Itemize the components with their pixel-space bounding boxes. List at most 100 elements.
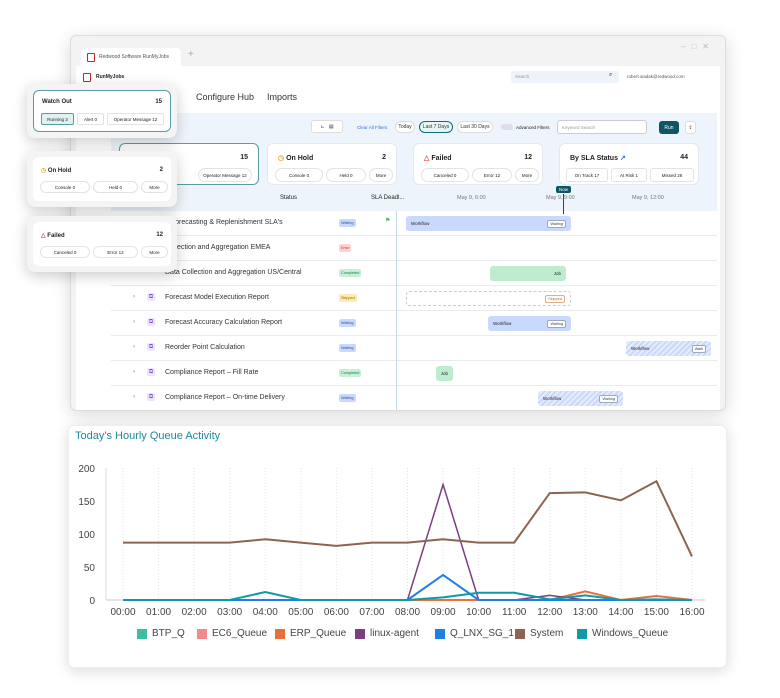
row-name[interactable]: Compliance Report – On-time Delivery — [165, 394, 285, 401]
timeline-bar[interactable]: Workflow Waiting — [538, 391, 623, 406]
error-chip[interactable]: Error 12 — [93, 246, 138, 258]
sla-flag-icon: ⚑ — [385, 218, 391, 224]
more-chip[interactable]: More — [141, 181, 168, 193]
legend-swatch — [577, 628, 587, 639]
app-name: RunMyJobs — [96, 74, 125, 80]
expand-chevron-icon[interactable]: › — [133, 319, 135, 325]
timeline-bar[interactable]: Workflow Waiti — [626, 341, 711, 356]
watch-out-float-card[interactable]: Watch Out 15 Running 3 Alert 0 Operator … — [27, 84, 177, 138]
tab-configure-hub[interactable]: Configure Hub — [196, 92, 255, 102]
on-hold-card[interactable]: ◷ On Hold 2 Console 0 Held 0 More — [267, 143, 397, 185]
redwood-logo-icon — [87, 52, 95, 62]
expand-chevron-icon[interactable]: › — [133, 294, 135, 300]
missed-chip[interactable]: Missed 26 — [650, 168, 694, 182]
advanced-filters-toggle[interactable] — [501, 124, 513, 130]
console-chip[interactable]: Console 0 — [40, 181, 90, 193]
canceled-chip[interactable]: Canceled 0 — [40, 246, 90, 258]
row-name[interactable]: Reorder Point Calculation — [165, 344, 245, 351]
failed-title: Failed — [431, 155, 452, 162]
operator-message-chip[interactable]: Operator Message 12 — [198, 168, 252, 182]
failed-float-card[interactable]: △ Failed 12 Canceled 0 Error 12 More — [27, 216, 177, 272]
pane-divider[interactable] — [396, 211, 397, 410]
view-toggle[interactable]: ⊾ ▤ — [311, 120, 343, 133]
run-button[interactable]: Run — [659, 121, 679, 134]
sla-status-card[interactable]: By SLA Status ↗ 44 On Track 17 At Risk 1… — [559, 143, 699, 185]
table-row[interactable]: › ⧉ Reorder Point Calculation Waiting Workfl… — [111, 336, 717, 361]
legend-label: BTP_Q — [152, 628, 185, 639]
x-tick-label: 02:00 — [182, 607, 207, 618]
timeline-bar[interactable]: Workflow Waiting — [406, 216, 571, 231]
timeline-bar[interactable]: Skipped — [406, 291, 571, 306]
tab-imports[interactable]: Imports — [267, 92, 298, 102]
x-tick-label: 01:00 — [146, 607, 171, 618]
table-row[interactable]: › ⧉ Compliance Report – Fill Rate Completed… — [111, 361, 717, 386]
timeline-bar[interactable]: Job — [490, 266, 566, 281]
new-tab-button[interactable]: + — [188, 49, 194, 60]
row-name[interactable]: Compliance Report – Fill Rate — [165, 369, 259, 376]
at-risk-chip[interactable]: At Risk 1 — [611, 168, 647, 182]
app-logo-icon — [83, 73, 91, 82]
legend-item[interactable]: BTP_Q — [137, 628, 185, 639]
canceled-chip[interactable]: Canceled 0 — [421, 168, 469, 182]
today-button[interactable]: Today — [395, 121, 415, 133]
held-chip[interactable]: Held 0 — [93, 181, 138, 193]
global-search-input[interactable]: Search — [511, 71, 619, 83]
table-row[interactable]: Collection and Aggregation EMEA Error — [111, 236, 717, 261]
row-name[interactable]: Collection and Aggregation EMEA — [165, 244, 271, 251]
series-line-System[interactable] — [123, 479, 693, 557]
row-name[interactable]: d Forecasting & Replenishment SLA's — [165, 219, 283, 226]
alert-chip[interactable]: Alert 0 — [77, 113, 104, 125]
last-30-days-button[interactable]: Last 30 Days — [457, 121, 493, 133]
legend-item[interactable]: Q_LNX_SG_1 — [435, 628, 514, 639]
timeline-bar[interactable]: Job — [436, 366, 453, 381]
expand-chevron-icon[interactable]: › — [133, 394, 135, 400]
console-chip[interactable]: Console 0 — [275, 168, 323, 182]
table-row[interactable]: › ⧉ Compliance Report – On-time Delivery Wa… — [111, 386, 717, 410]
clear-filters-link[interactable]: Clear All Filters — [357, 125, 388, 130]
on-hold-float-card[interactable]: ◷ On Hold 2 Console 0 Held 0 More — [27, 151, 177, 207]
on-hold-count: 2 — [159, 167, 163, 173]
window-controls[interactable]: –□✕ — [681, 42, 715, 51]
chart-title: Today's Hourly Queue Activity — [75, 430, 221, 442]
expand-chevron-icon[interactable]: › — [133, 369, 135, 375]
status-column-header[interactable]: Status — [280, 195, 298, 201]
workflow-icon: ⧉ — [147, 318, 155, 326]
status-badge: Waiting — [339, 394, 356, 402]
row-name[interactable]: Forecast Model Execution Report — [165, 294, 269, 301]
legend-item[interactable]: ERP_Queue — [275, 628, 346, 639]
row-name[interactable]: Data Collection and Aggregation US/Centr… — [165, 269, 302, 276]
failed-card[interactable]: △ Failed 12 Canceled 0 Error 12 More — [413, 143, 543, 185]
sla-column-header[interactable]: SLA Deadl... — [371, 195, 405, 201]
external-link-icon[interactable]: ↗ — [619, 155, 626, 162]
bar-label: Job — [553, 271, 561, 276]
more-chip[interactable]: More — [515, 168, 539, 182]
legend-item[interactable]: EC6_Queue — [197, 628, 267, 639]
bar-label: Job — [440, 371, 448, 376]
table-row[interactable]: Data Collection and Aggregation US/Centr… — [111, 261, 717, 286]
export-icon[interactable]: ⇪ — [685, 121, 696, 134]
table-icon: ▤ — [328, 123, 334, 130]
last-7-days-button[interactable]: Last 7 Days — [419, 121, 453, 133]
table-row[interactable]: › ⧉ Forecast Model Execution Report Skipped… — [111, 286, 717, 311]
error-chip[interactable]: Error 12 — [472, 168, 512, 182]
held-chip[interactable]: Held 0 — [326, 168, 366, 182]
table-row[interactable]: d Forecasting & Replenishment SLA's Waiti… — [111, 211, 717, 236]
browser-tab[interactable]: Redwood Software RunMyJobs — [81, 48, 181, 66]
x-tick-label: 07:00 — [359, 607, 384, 618]
row-name[interactable]: Forecast Accuracy Calculation Report — [165, 319, 283, 326]
legend-item[interactable]: System — [515, 628, 563, 639]
table-row[interactable]: › ⧉ Forecast Accuracy Calculation Report Wa… — [111, 311, 717, 336]
legend-item[interactable]: Windows_Queue — [577, 628, 668, 639]
running-chip[interactable]: Running 3 — [41, 113, 74, 125]
legend-item[interactable]: linux-agent — [355, 628, 419, 639]
timeline-bar[interactable]: Workflow Waiting — [488, 316, 571, 331]
user-menu[interactable]: robert.siadak@redwood.com — [627, 74, 685, 79]
keyword-search-input[interactable]: Keyword Search — [557, 120, 647, 134]
operator-message-chip[interactable]: Operator Message 12 — [107, 113, 164, 125]
more-chip[interactable]: More — [141, 246, 168, 258]
expand-chevron-icon[interactable]: › — [133, 344, 135, 350]
more-chip[interactable]: More — [369, 168, 393, 182]
bar-label: Workflow — [493, 321, 512, 326]
on-track-chip[interactable]: On Track 17 — [566, 168, 608, 182]
series-line-Windows_Queue[interactable] — [123, 591, 693, 602]
